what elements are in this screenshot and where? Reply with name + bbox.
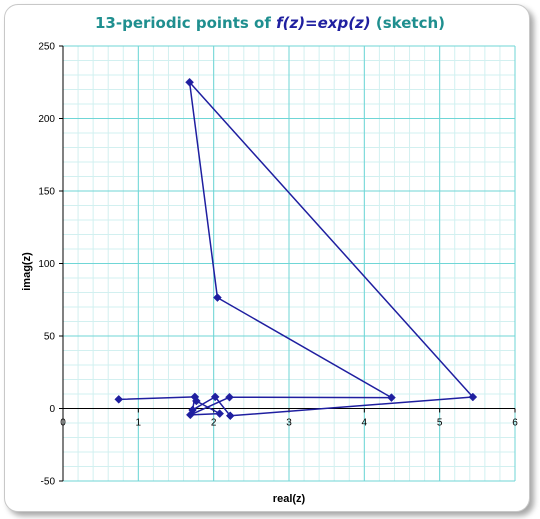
- y-tick-label: -50: [41, 477, 56, 488]
- y-tick-label: 150: [38, 187, 55, 198]
- data-point-marker: [210, 392, 220, 402]
- chart-title-suffix: (sketch): [370, 14, 446, 32]
- data-point-marker: [468, 392, 478, 402]
- x-tick-label: 3: [286, 418, 292, 429]
- y-tick-label: 250: [38, 42, 55, 53]
- x-axis-label: real(z): [273, 493, 306, 505]
- y-tick-label: 100: [38, 259, 55, 270]
- data-point-marker: [225, 392, 234, 402]
- y-tick-label: 0: [49, 404, 55, 415]
- chart-title-function: f(z)=exp(z): [276, 14, 371, 32]
- data-point-marker: [225, 411, 235, 421]
- chart-title: 13-periodic points of f(z)=exp(z) (sketc…: [0, 14, 540, 32]
- y-tick-label: 50: [44, 332, 56, 343]
- x-tick-label: 0: [60, 418, 66, 429]
- data-point-marker: [114, 395, 124, 404]
- data-point-marker: [387, 393, 396, 402]
- x-tick-label: 5: [437, 418, 443, 429]
- data-point-marker: [215, 409, 225, 418]
- series-group: [114, 77, 478, 421]
- x-tick-label: 4: [362, 418, 368, 429]
- x-tick-label: 6: [512, 418, 518, 429]
- data-point-marker: [185, 410, 195, 420]
- x-tick-label: 1: [136, 418, 142, 429]
- data-point-marker: [213, 293, 222, 302]
- tick-labels: 0 1 2 3 4 5 6 -50 0 50 100 150 200 250: [38, 42, 518, 488]
- data-point-marker: [185, 77, 194, 87]
- data-point-marker: [191, 396, 201, 406]
- chart-title-prefix: 13-periodic points of: [94, 14, 277, 32]
- y-tick-label: 200: [38, 114, 55, 125]
- axes: [59, 45, 516, 482]
- y-axis-label: imag(z): [21, 252, 33, 291]
- x-tick-label: 2: [211, 418, 217, 429]
